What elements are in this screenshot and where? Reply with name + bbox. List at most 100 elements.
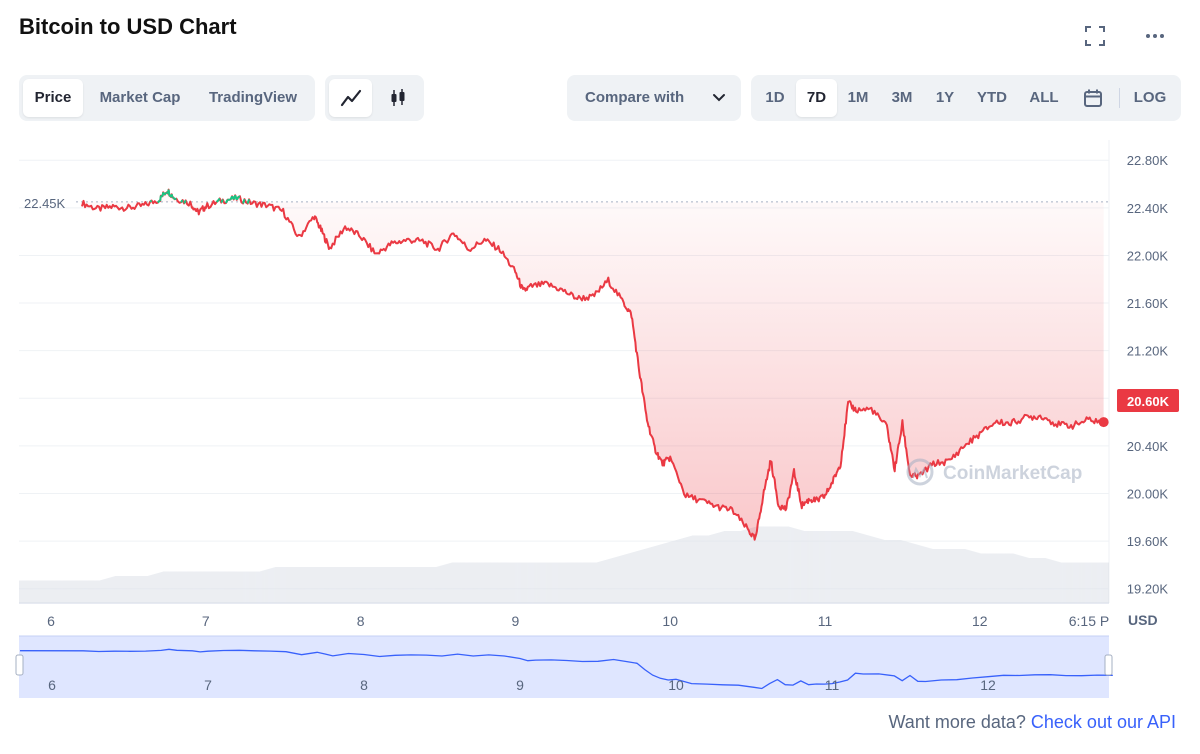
tab-price[interactable]: Price: [23, 79, 83, 117]
volume-bar: [954, 549, 956, 603]
volume-bar: [302, 567, 304, 603]
volume-bar: [620, 555, 621, 603]
more-options-icon[interactable]: [1143, 24, 1167, 48]
api-link[interactable]: Check out our API: [1030, 712, 1176, 732]
tab-market-cap[interactable]: Market Cap: [99, 89, 181, 106]
volume-bar: [265, 569, 267, 603]
volume-bar: [1031, 558, 1033, 603]
range-ytd-button[interactable]: YTD: [977, 89, 1007, 106]
volume-bar: [690, 536, 691, 603]
volume-bar: [917, 544, 919, 603]
volume-bar: [522, 562, 524, 603]
volume-bar: [789, 526, 791, 603]
volume-bar: [658, 545, 659, 603]
volume-bar: [707, 535, 708, 603]
volume-bar: [746, 529, 747, 603]
volume-bar: [685, 537, 686, 603]
range-3m-button[interactable]: 3M: [891, 89, 913, 106]
candlestick-button[interactable]: [376, 79, 419, 117]
volume-bar: [515, 562, 517, 603]
volume-bar: [790, 527, 792, 603]
volume-bar: [827, 531, 829, 603]
volume-bar: [1047, 558, 1049, 603]
volume-bar: [168, 571, 169, 603]
volume-bar: [110, 577, 111, 603]
volume-bar: [581, 562, 582, 603]
volume-bar: [262, 570, 264, 603]
volume-bar: [416, 567, 418, 603]
volume-bar: [611, 558, 612, 603]
volume-bar: [824, 531, 826, 603]
volume-bar: [938, 549, 940, 603]
tab-tradingview[interactable]: TradingView: [208, 89, 298, 106]
volume-bar: [714, 533, 715, 603]
volume-bar: [85, 580, 86, 603]
volume-bar: [652, 546, 653, 603]
navigator-range[interactable]: [19, 636, 1109, 698]
volume-bar: [575, 562, 576, 603]
volume-bar: [720, 532, 721, 603]
volume-bar: [278, 567, 280, 603]
volume-bar: [161, 572, 162, 603]
volume-bar: [976, 552, 978, 603]
volume-bar: [713, 534, 714, 603]
volume-bar: [138, 576, 139, 603]
line-chart-button[interactable]: [329, 79, 372, 117]
volume-bar: [804, 531, 806, 603]
volume-bar: [1103, 562, 1105, 603]
volume-bar: [377, 567, 379, 603]
x-tick-label: 11: [818, 613, 833, 629]
volume-bar: [372, 567, 374, 603]
volume-bar: [724, 531, 725, 603]
volume-bar: [56, 580, 57, 603]
volume-bar: [959, 549, 961, 603]
volume-bar: [1030, 558, 1032, 603]
fullscreen-icon[interactable]: [1083, 24, 1107, 48]
volume-bar: [540, 562, 542, 603]
volume-bar: [589, 562, 590, 603]
volume-bar: [570, 562, 571, 603]
volume-bar: [632, 552, 633, 603]
volume-bar: [637, 550, 638, 603]
range-1d-button[interactable]: 1D: [765, 89, 785, 106]
range-all-button[interactable]: ALL: [1029, 89, 1059, 106]
volume-bar: [376, 567, 378, 603]
volume-bar: [64, 580, 65, 603]
volume-bar: [268, 568, 270, 603]
volume-bar: [326, 567, 328, 603]
volume-bar: [659, 544, 660, 603]
volume-bar: [313, 567, 315, 603]
volume-bar: [1040, 558, 1042, 603]
volume-bar: [366, 567, 368, 603]
volume-bar: [131, 576, 132, 603]
volume-bar: [128, 576, 129, 603]
log-scale-toggle[interactable]: LOG: [1133, 89, 1167, 106]
volume-bar: [443, 564, 445, 603]
volume-bar: [668, 542, 669, 603]
volume-bar: [990, 553, 992, 603]
volume-bar: [750, 528, 751, 603]
volume-bar: [722, 531, 723, 603]
volume-bar: [588, 562, 589, 603]
volume-bar: [886, 540, 888, 603]
navigator-right-handle[interactable]: [1104, 654, 1113, 676]
volume-bar: [524, 562, 526, 603]
volume-bar: [496, 562, 498, 603]
volume-bar: [371, 567, 373, 603]
volume-bar: [503, 562, 505, 603]
volume-bar: [616, 556, 617, 603]
volume-bar: [1105, 562, 1107, 603]
price-chart[interactable]: 22.80K22.40K22.00K21.60K21.20K20.80K20.4…: [0, 130, 1200, 705]
compare-with-dropdown[interactable]: Compare with: [567, 75, 741, 121]
volume-bar: [316, 567, 318, 603]
volume-bar: [289, 567, 291, 603]
range-7d-button[interactable]: 7D: [796, 79, 837, 117]
volume-bar: [837, 531, 839, 603]
volume-bar: [360, 567, 362, 603]
volume-bar: [1001, 553, 1003, 603]
volume-bar: [908, 542, 910, 603]
range-1y-button[interactable]: 1Y: [935, 89, 955, 106]
navigator-left-handle[interactable]: [15, 654, 24, 676]
range-1m-button[interactable]: 1M: [847, 89, 869, 106]
date-picker-button[interactable]: [1073, 79, 1113, 117]
